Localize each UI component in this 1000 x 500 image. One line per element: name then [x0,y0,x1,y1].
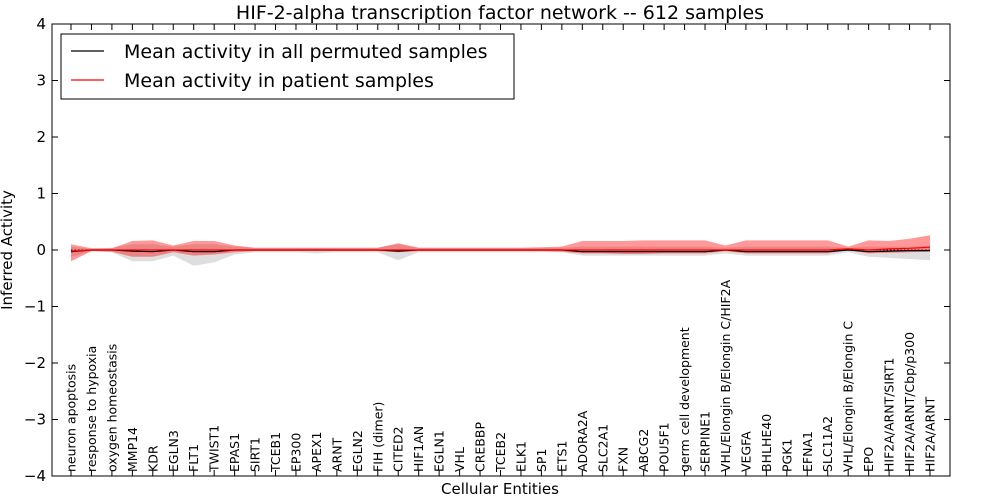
category-label: EPO [861,447,876,472]
y-tick-label: −1 [24,298,46,316]
category-label: CREBBP [473,422,488,472]
category-label: EP300 [289,433,304,472]
category-label: BHLHE40 [759,414,774,472]
category-label: CITED2 [391,426,406,472]
y-tick-label: −2 [24,354,46,372]
category-label: HIF2A/ARNT [923,396,938,472]
category-label: TWIST1 [207,425,222,473]
category-label: HIF2A/ARNT/Cbp/p300 [902,332,917,472]
y-tick-label: 4 [36,15,46,33]
x-axis-label: Cellular Entities [441,480,559,498]
category-label: TCEB1 [268,432,283,473]
category-label: VEGFA [738,431,753,472]
series-lines [70,246,931,253]
category-label: EFNA1 [800,431,815,472]
category-label: SIRT1 [248,437,263,472]
y-tick-label: −4 [24,467,46,485]
y-tick-label: 1 [36,185,46,203]
category-label: EGLN3 [166,430,181,472]
category-label: MMP14 [125,427,140,472]
category-label: PGK1 [779,439,794,472]
category-label: KDR [145,445,160,472]
category-label: ARNT [329,437,344,472]
category-label: EGLN2 [350,430,365,472]
category-label: ELK1 [514,441,529,472]
category-label: ETS1 [554,441,569,472]
band-series-1 [71,235,930,262]
category-label: VHL/Elongin B/Elongin C/HIF2A [718,279,733,472]
category-label: HIF2A/ARNT/SIRT1 [882,358,897,472]
legend-label-patient: Mean activity in patient samples [124,70,434,92]
category-label: HIF1AN [411,426,426,472]
category-label: VHL/Elongin B/Elongin C [841,321,856,472]
category-label: TCEB2 [493,432,508,473]
category-label: FLT1 [186,444,201,472]
legend-label-permuted: Mean activity in all permuted samples [124,41,487,63]
axis-ticks: −4 −3 −2 −1 0 1 2 3 4 [24,15,950,485]
category-label: SLC11A2 [820,416,835,472]
y-tick-label: 3 [36,72,46,90]
category-label: EGLN1 [432,430,447,472]
category-label: neuron apoptosis [64,364,79,472]
category-label: SLC2A1 [595,424,610,472]
legend-box [60,33,515,100]
y-tick-label: 0 [36,241,46,259]
category-label: SERPINE1 [698,411,713,472]
category-label: VHL [452,447,467,472]
category-label: ADORA2A [575,410,590,472]
category-label: ABCG2 [636,429,651,472]
category-label: EPAS1 [227,433,242,472]
y-tick-label: −3 [24,411,46,429]
category-labels: neuron apoptosis response to hypoxia oxyge… [64,279,938,473]
category-label: FIH (dimer) [370,402,385,472]
series-line-1 [70,246,931,252]
legend: Mean activity in all permuted samples Me… [60,33,515,100]
category-label: response to hypoxia [84,346,99,472]
category-label: oxygen homeostasis [104,344,119,472]
y-tick-label: 2 [36,128,46,146]
category-label: SP1 [534,449,549,472]
category-label: germ cell development [677,327,692,472]
category-label: FXN [616,447,631,472]
category-label: POU5F1 [657,422,672,472]
y-axis-label: Inferred Activity [0,190,16,310]
category-label: APEX1 [309,431,324,472]
chart-title: HIF-2-alpha transcription factor network… [236,2,764,24]
